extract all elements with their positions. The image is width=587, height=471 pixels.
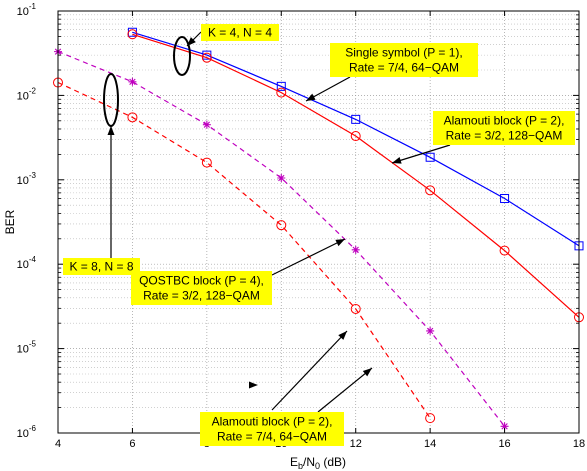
y-tick-label: 10-6 [17, 424, 37, 440]
annotation-arrows [107, 31, 451, 413]
data-point-circle [201, 52, 212, 63]
series-red-dashed-circle [53, 77, 436, 424]
data-point-square [351, 114, 361, 124]
arrow-head [362, 368, 372, 377]
data-point-circle [499, 245, 510, 256]
data-point-star [426, 326, 435, 335]
series-line [132, 33, 580, 318]
data-point-circle [276, 87, 287, 98]
annotation-box [433, 111, 575, 145]
x-axis-label: Eb/N0 (dB) [290, 455, 346, 471]
data-point-circle [425, 413, 436, 424]
annotation-qostbc: QOSTBC block (P = 4),Rate = 3/2, 128−QAM [131, 271, 272, 305]
x-tick-label: 12 [350, 438, 362, 450]
x-tick-label: 18 [573, 438, 585, 450]
arrow-line [317, 367, 373, 413]
annotation-line: K = 8, N = 8 [69, 260, 133, 274]
data-point-circle [127, 29, 138, 40]
data-point-circle [350, 131, 361, 142]
data-point-square [276, 81, 286, 91]
annotation-k8n8: K = 8, N = 8 [63, 258, 140, 275]
series-line [57, 81, 431, 419]
grid [58, 11, 579, 433]
arrow-head [306, 93, 316, 101]
y-axis-label: BER [3, 209, 17, 234]
annotation-k4n4: K = 4, N = 4 [201, 24, 279, 41]
data-point-circle [425, 185, 436, 196]
annotation-line: Rate = 3/2, 128−QAM [446, 129, 563, 143]
arrow-line [271, 238, 346, 276]
x-tick-label: 6 [129, 438, 135, 450]
annotation-box [131, 271, 272, 305]
x-tick-label: 4 [55, 438, 61, 450]
annotation-line: Rate = 3/2, 128−QAM [143, 289, 260, 303]
annotation-alamouti64: Alamouti block (P = 2),Rate = 7/4, 64−QA… [200, 412, 344, 446]
data-point-square [500, 194, 510, 204]
annotation-line: QOSTBC block (P = 4), [139, 274, 264, 288]
arrow-head [338, 331, 347, 340]
arrow-line [391, 144, 451, 164]
x-tick-label: 14 [424, 438, 436, 450]
arrow-head [335, 239, 345, 247]
annotation-line: K = 4, N = 4 [208, 26, 272, 40]
data-point-square [425, 152, 435, 162]
annotation-box [201, 24, 279, 41]
data-point-star [128, 77, 137, 86]
y-tick-label: 10-1 [17, 2, 37, 18]
annotation-line: Alamouti block (P = 2), [444, 114, 565, 128]
annotation-line: Rate = 7/4, 64−QAM [217, 430, 327, 444]
series-group [53, 27, 584, 431]
data-point-circle [201, 157, 212, 168]
annotations: K = 4, N = 4 K = 8, N = 8 Single symbol (P… [63, 24, 575, 446]
arrow-head [392, 156, 402, 164]
ticks [57, 11, 580, 434]
data-point-star [277, 174, 286, 183]
y-tick-label: 10-5 [17, 340, 37, 356]
data-point-circle [276, 220, 287, 231]
arrow-head [107, 126, 115, 135]
annotation-line: Alamouti block (P = 2), [212, 415, 333, 429]
y-tick-label: 10-3 [17, 171, 37, 187]
data-point-star [500, 422, 509, 431]
tick-labels: 468101214161810-110-210-310-410-510-6 [17, 2, 586, 450]
arrow-head [249, 381, 258, 389]
arrow-head [187, 37, 196, 46]
annotation-box [200, 412, 344, 446]
x-tick-label: 16 [498, 438, 510, 450]
data-point-circle [350, 303, 361, 314]
annotation-line: Rate = 7/4, 64−QAM [349, 61, 459, 75]
data-point-star [351, 245, 360, 254]
annotation-box [63, 258, 140, 275]
annotation-box [330, 43, 478, 77]
annotation-single: Single symbol (P = 1),Rate = 7/4, 64−QAM [330, 43, 478, 77]
series-line [132, 31, 580, 247]
annotation-line: Single symbol (P = 1), [345, 46, 463, 60]
ellipse-k4n4 [173, 36, 191, 76]
data-point-circle [127, 112, 138, 123]
y-tick-label: 10-2 [17, 86, 37, 102]
arrow-line [271, 330, 348, 411]
annotation-alamouti128: Alamouti block (P = 2),Rate = 3/2, 128−Q… [433, 111, 575, 145]
plot-area [58, 11, 579, 433]
data-point-star [202, 120, 211, 129]
y-tick-label: 10-4 [17, 255, 37, 271]
